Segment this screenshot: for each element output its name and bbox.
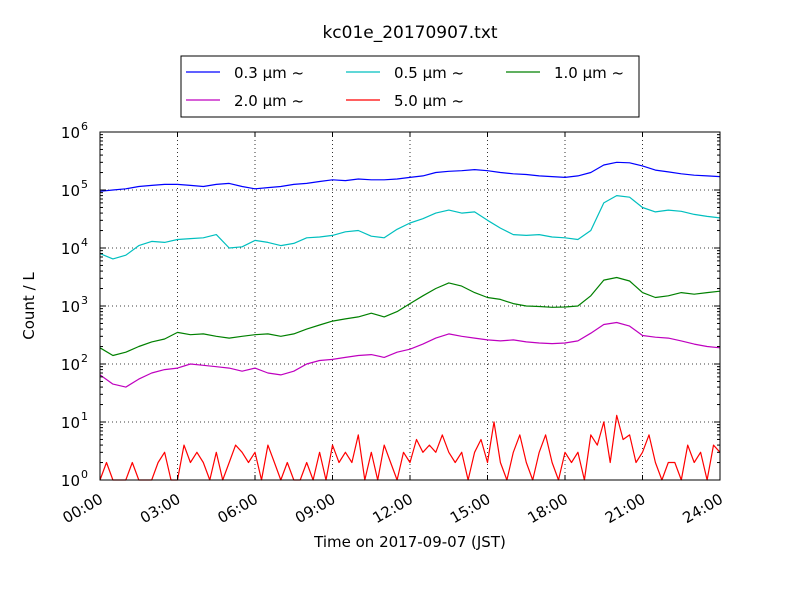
y-tick-base: 10 — [61, 240, 80, 258]
legend-item: 2.0 μm ~ — [186, 92, 304, 110]
y-tick-label: 10 1 — [61, 410, 88, 432]
y-tick-label: 10 5 — [61, 178, 88, 200]
y-tick-label: 10 3 — [61, 294, 88, 316]
legend-label: 0.3 μm ~ — [234, 64, 304, 82]
x-tick-label: 18:00 — [525, 490, 571, 527]
y-tick-exponent: 3 — [81, 294, 88, 307]
y-tick-exponent: 2 — [81, 352, 88, 365]
y-axis-label: Count / L — [20, 272, 38, 340]
chart-title: kc01e_20170907.txt — [322, 23, 497, 43]
x-tick-label: 09:00 — [292, 490, 338, 527]
y-tick-label: 10 0 — [61, 468, 88, 490]
legend: 0.3 μm ~ 0.5 μm ~ 1.0 μm ~ 2.0 μm ~ 5.0 μm ~ — [180, 55, 640, 118]
legend-item: 0.3 μm ~ — [186, 64, 304, 82]
grid — [100, 132, 720, 480]
legend-item: 1.0 μm ~ — [506, 64, 624, 82]
legend-label: 0.5 μm ~ — [394, 64, 464, 82]
y-tick-exponent: 0 — [81, 468, 88, 481]
x-tick-label: 03:00 — [137, 490, 183, 527]
x-tick-label: 06:00 — [215, 490, 261, 527]
legend-item: 0.5 μm ~ — [346, 64, 464, 82]
legend-label: 5.0 μm ~ — [394, 92, 464, 110]
legend-box — [180, 55, 640, 118]
x-tick-label: 00:00 — [60, 490, 106, 527]
y-tick-exponent: 4 — [81, 236, 88, 249]
x-tick-label: 24:00 — [680, 490, 726, 527]
x-tick-label: 21:00 — [602, 490, 648, 527]
x-tick-label: 15:00 — [447, 490, 493, 527]
x-tick-label: 12:00 — [370, 490, 416, 527]
y-tick-base: 10 — [61, 472, 80, 490]
y-tick-base: 10 — [61, 182, 80, 200]
legend-label: 2.0 μm ~ — [234, 92, 304, 110]
y-tick-exponent: 6 — [81, 120, 88, 133]
y-tick-base: 10 — [61, 124, 80, 142]
legend-item: 5.0 μm ~ — [346, 92, 464, 110]
y-tick-base: 10 — [61, 298, 80, 316]
y-tick-label: 10 6 — [61, 120, 88, 142]
y-tick-base: 10 — [61, 414, 80, 432]
series-line-1 — [99, 195, 721, 260]
series-line-3 — [99, 321, 721, 388]
series-line-0 — [99, 161, 721, 192]
x-axis-label: Time on 2017-09-07 (JST) — [313, 533, 506, 551]
series-group — [99, 161, 721, 481]
series-line-2 — [99, 276, 721, 357]
legend-label: 1.0 μm ~ — [554, 64, 624, 82]
y-tick-base: 10 — [61, 356, 80, 374]
y-tick-label: 10 2 — [61, 352, 88, 374]
y-tick-exponent: 1 — [81, 410, 88, 423]
y-tick-exponent: 5 — [81, 178, 88, 191]
y-tick-label: 10 4 — [61, 236, 88, 258]
series-line-4 — [99, 414, 721, 481]
